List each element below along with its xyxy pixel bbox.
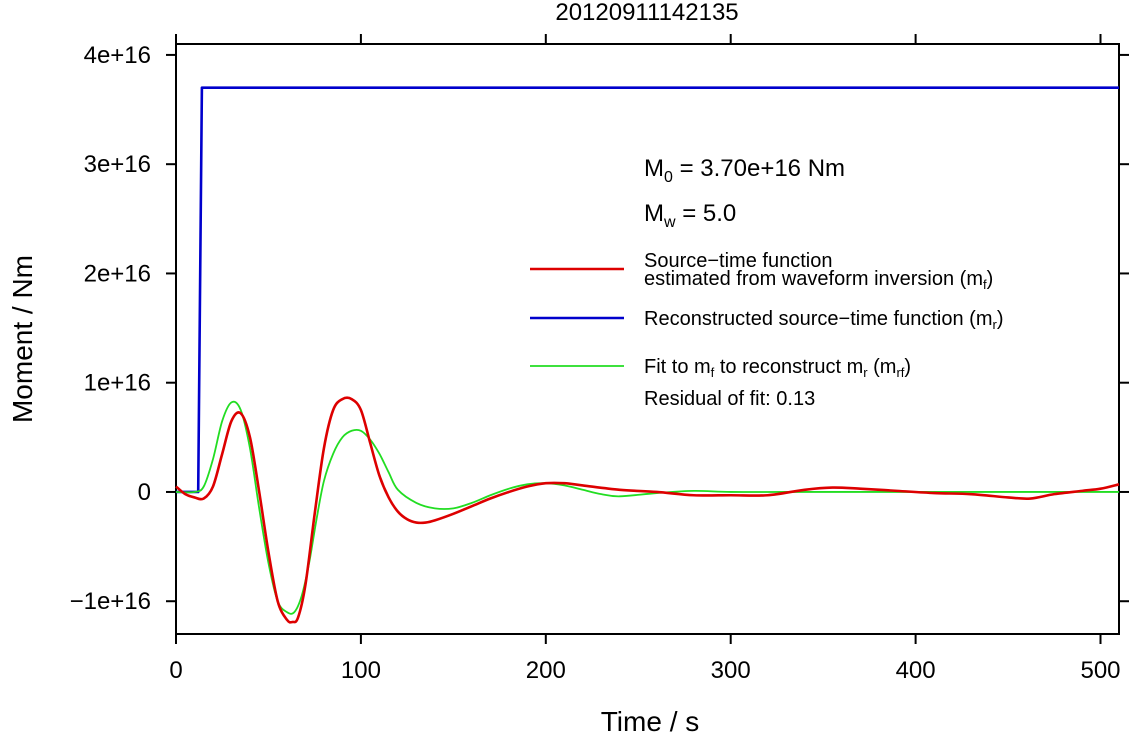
x-tick-label: 300 — [711, 657, 751, 684]
legend-label-source-time-line1: Source−time function — [644, 250, 832, 272]
y-tick-label: 4e+16 — [84, 42, 151, 69]
y-tick-label: −1e+16 — [70, 588, 151, 615]
legend-label-reconstructed: Reconstructed source−time function (mr) — [644, 308, 1004, 332]
x-tick-label: 500 — [1080, 657, 1120, 684]
legend-label-source-time-line2: estimated from waveform inversion (mf) — [644, 268, 993, 292]
y-axis-label: Moment / Nm — [7, 255, 38, 423]
series-source-time-line — [175, 396, 1120, 624]
series-fit-line — [175, 400, 1119, 615]
legend-label-fit: Fit to mf to reconstruct mr (mrf) — [644, 356, 911, 380]
x-tick-label: 400 — [896, 657, 936, 684]
x-axis-label: Time / s — [601, 706, 700, 734]
mw-annotation: Mw = 5.0 — [644, 200, 736, 231]
chart-title: 20120911142135 — [555, 0, 738, 26]
y-tick-label: 0 — [138, 479, 151, 506]
legend: Source−time function estimated from wave… — [530, 250, 1004, 410]
x-tick-label: 200 — [526, 657, 566, 684]
x-tick-label: 100 — [341, 657, 381, 684]
x-axis-ticks: 0 100 200 300 400 500 — [169, 34, 1121, 684]
y-tick-label: 1e+16 — [84, 370, 151, 397]
x-tick-label: 0 — [169, 657, 182, 684]
y-tick-label: 2e+16 — [84, 260, 151, 287]
series-group — [175, 86, 1120, 624]
plot-frame — [175, 43, 1120, 635]
m0-annotation: M0 = 3.70e+16 Nm — [644, 155, 845, 186]
y-tick-label: 3e+16 — [84, 151, 151, 178]
y-axis-ticks: −1e+16 0 1e+16 2e+16 3e+16 4e+16 — [70, 42, 1129, 615]
residual-annotation: Residual of fit: 0.13 — [644, 388, 815, 410]
